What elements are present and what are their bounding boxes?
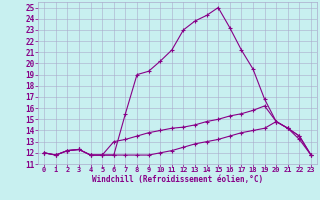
X-axis label: Windchill (Refroidissement éolien,°C): Windchill (Refroidissement éolien,°C) (92, 175, 263, 184)
